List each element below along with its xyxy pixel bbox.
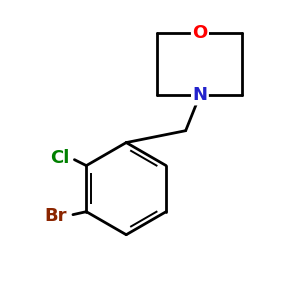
Text: Cl: Cl [51,149,70,167]
Text: N: N [192,86,207,104]
Text: O: O [192,24,208,42]
Text: Br: Br [44,207,67,225]
